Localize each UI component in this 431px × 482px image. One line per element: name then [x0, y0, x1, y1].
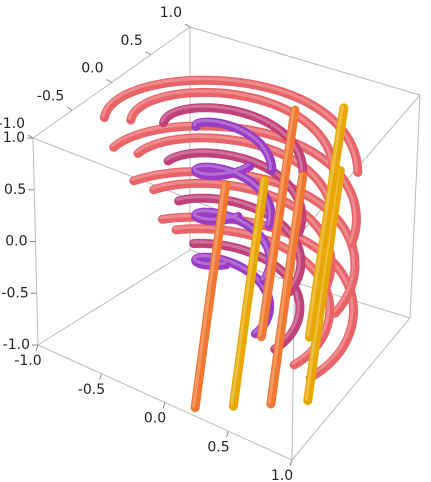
box-edge — [37, 249, 191, 346]
x-tick — [162, 402, 166, 409]
x-tick-label: -1.0 — [14, 353, 41, 369]
stream-tube-highlight — [304, 167, 341, 401]
x-tick-label: 1.0 — [271, 468, 293, 482]
stream-tube — [228, 176, 270, 411]
stream-tube — [304, 103, 349, 342]
x-tick — [99, 373, 102, 380]
x-tick-label: 0.0 — [144, 411, 166, 427]
stream-tube — [129, 167, 360, 318]
stream-tube — [266, 171, 308, 409]
y-tick-label: 1.0 — [160, 5, 182, 21]
y-tick — [66, 106, 73, 111]
x-tick-label: 0.5 — [207, 439, 229, 455]
stream-tube — [191, 117, 277, 175]
box-edge — [291, 317, 411, 461]
x-tick — [226, 431, 229, 438]
y-tick — [145, 51, 152, 56]
stream-tube-highlight — [127, 89, 334, 173]
stream-tube-highlight — [267, 172, 303, 404]
stream-tube — [191, 207, 275, 286]
stream-tube-highlight — [258, 107, 295, 337]
y-tick-label: 0.0 — [81, 61, 103, 77]
stream-tube-highlight — [192, 181, 226, 408]
stream-tube-highlight — [193, 119, 272, 171]
stream-tube — [303, 165, 345, 406]
y-tick-label: -0.5 — [37, 88, 64, 104]
stream-tube — [190, 180, 231, 413]
stream-tube-highlight — [192, 209, 271, 281]
stream-tube-highlight — [110, 122, 357, 244]
x-tick-label: -0.5 — [78, 382, 105, 398]
box-edge — [189, 26, 421, 96]
stream-tube — [159, 103, 308, 176]
box-edge — [409, 94, 421, 319]
z-tick-label: 0.0 — [5, 234, 27, 250]
y-tick-label: -1.0 — [0, 116, 25, 132]
stream-tube — [109, 121, 361, 249]
z-tick-label: -1.0 — [3, 337, 30, 353]
y-tick — [184, 23, 191, 28]
x-tick — [289, 459, 293, 467]
z-tick-label: -0.5 — [1, 285, 28, 301]
x-tick — [35, 344, 39, 352]
y-tick-label: 0.5 — [120, 33, 142, 49]
z-tick-label: 0.5 — [4, 182, 26, 198]
y-tick — [106, 79, 112, 83]
stream-tube — [149, 178, 336, 309]
z-tick-label: 1.0 — [3, 130, 25, 146]
stream-tube-highlight — [306, 104, 344, 338]
stream-tube-highlight — [230, 177, 265, 407]
stream-tube — [126, 87, 339, 177]
stream-tube — [171, 224, 335, 370]
stream-tube — [256, 105, 300, 342]
